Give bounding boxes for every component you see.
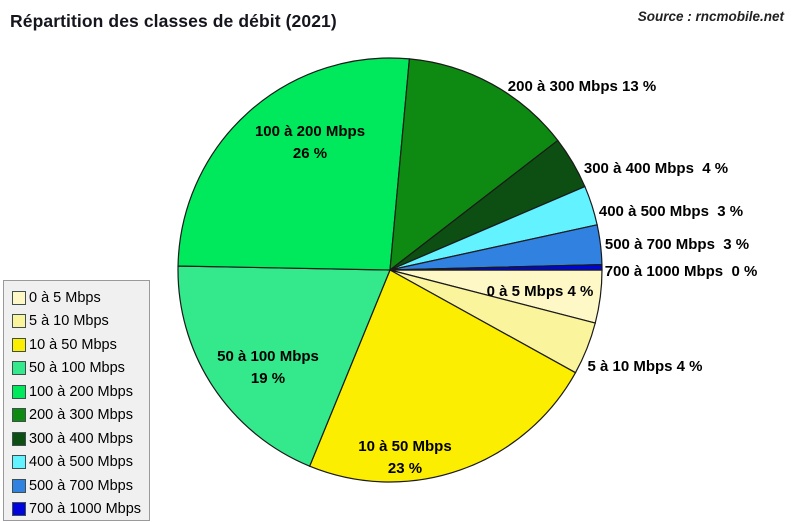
legend-item-5-10-mbps: 5 à 10 Mbps <box>12 310 149 334</box>
pie-label-700-1000-mbps: 700 à 1000 Mbps 0 % <box>605 263 758 280</box>
pie-slice-200-300-mbps <box>389 58 559 272</box>
legend-color-swatch <box>12 384 26 399</box>
legend-label: 100 à 200 Mbps <box>29 383 133 400</box>
legend-item-0-5-mbps: 0 à 5 Mbps <box>12 286 149 310</box>
pie-label-500-700-mbps: 500 à 700 Mbps 3 % <box>605 236 749 253</box>
legend-item-300-400-mbps: 300 à 400 Mbps <box>12 427 149 451</box>
pie-label-100-200-mbps: 100 à 200 Mbps 26 % <box>255 123 365 162</box>
source-credit: Source : rncmobile.net <box>637 9 784 24</box>
legend-color-swatch <box>12 455 26 470</box>
legend-item-700-1000-mbps: 700 à 1000 Mbps <box>12 498 149 522</box>
pie-label-300-400-mbps: 300 à 400 Mbps 4 % <box>584 160 728 177</box>
legend-color-swatch <box>12 502 26 517</box>
pie-label-10-50-mbps: 10 à 50 Mbps 23 % <box>358 438 451 477</box>
legend-color-swatch <box>12 337 26 352</box>
legend-item-400-500-mbps: 400 à 500 Mbps <box>12 451 149 475</box>
legend-item-100-200-mbps: 100 à 200 Mbps <box>12 380 149 404</box>
pie-label-400-500-mbps: 400 à 500 Mbps 3 % <box>599 203 743 220</box>
legend-item-10-50-mbps: 10 à 50 Mbps <box>12 333 149 357</box>
legend-label: 300 à 400 Mbps <box>29 430 133 447</box>
legend-label: 500 à 700 Mbps <box>29 477 133 494</box>
pie-slice-100-200-mbps <box>177 57 411 271</box>
legend: 0 à 5 Mbps 5 à 10 Mbps 10 à 50 Mbps 50 à 10… <box>3 280 150 521</box>
pie-label-5-10-mbps: 5 à 10 Mbps 4 % <box>587 358 702 375</box>
legend-color-swatch <box>12 290 26 305</box>
pie-label-0-5-mbps: 0 à 5 Mbps 4 % <box>487 283 594 300</box>
pie-label-50-100-mbps: 50 à 100 Mbps 19 % <box>217 348 319 387</box>
legend-color-swatch <box>12 431 26 446</box>
legend-label: 50 à 100 Mbps <box>29 360 125 377</box>
legend-item-500-700-mbps: 500 à 700 Mbps <box>12 474 149 498</box>
legend-label: 0 à 5 Mbps <box>29 289 101 306</box>
legend-color-swatch <box>12 478 26 493</box>
pie-slice-50-100-mbps <box>177 265 391 467</box>
legend-label: 700 à 1000 Mbps <box>29 501 142 518</box>
legend-label: 200 à 300 Mbps <box>29 407 133 424</box>
pie-slice-700-1000-mbps <box>389 264 603 271</box>
legend-item-200-300-mbps: 200 à 300 Mbps <box>12 404 149 428</box>
legend-label: 400 à 500 Mbps <box>29 454 133 471</box>
pie-label-200-300-mbps: 200 à 300 Mbps 13 % <box>508 78 656 95</box>
legend-color-swatch <box>12 408 26 423</box>
pie-slice-10-50-mbps <box>308 269 577 483</box>
chart-title: Répartition des classes de débit (2021) <box>10 11 337 31</box>
legend-label: 5 à 10 Mbps <box>29 313 109 330</box>
legend-color-swatch <box>12 361 26 376</box>
legend-label: 10 à 50 Mbps <box>29 336 117 353</box>
legend-color-swatch <box>12 314 26 329</box>
legend-item-50-100-mbps: 50 à 100 Mbps <box>12 357 149 381</box>
